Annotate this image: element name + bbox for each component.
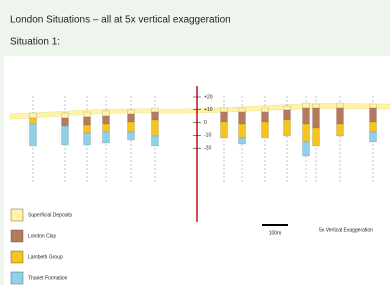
borehole-segment bbox=[284, 120, 291, 136]
subtitle: Situation 1: bbox=[10, 37, 60, 48]
borehole-segment bbox=[152, 108, 159, 112]
borehole-segment bbox=[152, 136, 159, 146]
elevation-label: 0 bbox=[204, 120, 207, 126]
borehole-segment bbox=[370, 132, 377, 142]
borehole-segment bbox=[303, 108, 310, 124]
borehole-segment bbox=[103, 116, 110, 124]
legend-swatch bbox=[11, 209, 23, 221]
borehole-segment bbox=[103, 132, 110, 143]
scale-label: 100m bbox=[269, 230, 282, 236]
borehole-segment bbox=[284, 106, 291, 110]
borehole-segment bbox=[128, 122, 135, 132]
legend-swatch bbox=[11, 251, 23, 263]
elevation-label: -10 bbox=[204, 133, 211, 139]
borehole-segment bbox=[370, 122, 377, 132]
borehole-segment bbox=[262, 122, 269, 138]
borehole-segment bbox=[221, 112, 228, 122]
borehole-segment bbox=[103, 111, 110, 116]
borehole-segment bbox=[103, 124, 110, 132]
borehole-segment bbox=[152, 120, 159, 136]
borehole-segment bbox=[84, 117, 91, 125]
legend-label: Lambeth Group bbox=[28, 254, 63, 260]
borehole-segment bbox=[303, 103, 310, 108]
borehole-segment bbox=[239, 124, 246, 138]
borehole-segment bbox=[370, 108, 377, 122]
legend-swatch bbox=[11, 272, 23, 284]
elevation-label: +20 bbox=[204, 94, 213, 100]
legend-swatch bbox=[11, 230, 23, 242]
elevation-label: +10 bbox=[204, 107, 213, 113]
borehole-segment bbox=[239, 138, 246, 144]
borehole-segment bbox=[221, 108, 228, 112]
borehole-segment bbox=[84, 133, 91, 145]
borehole-segment bbox=[262, 108, 269, 112]
borehole-segment bbox=[239, 108, 246, 112]
borehole-segment bbox=[337, 124, 344, 136]
borehole-segment bbox=[221, 122, 228, 138]
borehole-segment bbox=[62, 126, 69, 145]
borehole-segment bbox=[313, 128, 320, 146]
borehole-segment bbox=[128, 114, 135, 122]
borehole-segment bbox=[128, 132, 135, 140]
borehole-segment bbox=[152, 112, 159, 120]
borehole-segment bbox=[239, 112, 246, 124]
borehole-segment bbox=[370, 104, 377, 108]
borehole-segment bbox=[313, 108, 320, 128]
legend-label: Superficial Deposits bbox=[28, 212, 73, 218]
borehole-segment bbox=[303, 124, 310, 142]
borehole-segment bbox=[62, 113, 69, 118]
borehole-segment bbox=[30, 113, 37, 118]
page: {"header": {"title": "London Situations … bbox=[0, 0, 390, 285]
borehole-segment bbox=[262, 112, 269, 122]
legend-label: London Clay bbox=[28, 233, 57, 239]
borehole-segment bbox=[30, 124, 37, 146]
borehole-segment bbox=[284, 110, 291, 120]
borehole-segment bbox=[128, 110, 135, 114]
borehole-segment bbox=[337, 108, 344, 124]
borehole-segment bbox=[30, 118, 37, 124]
borehole-segment bbox=[313, 104, 320, 108]
borehole-segment bbox=[303, 142, 310, 156]
title: London Situations – all at 5x vertical e… bbox=[10, 15, 231, 26]
elevation-label: -20 bbox=[204, 146, 211, 152]
borehole-segment bbox=[337, 103, 344, 108]
borehole-segment bbox=[84, 112, 91, 117]
exaggeration-note: 5x Vertical Exaggeration bbox=[319, 227, 373, 233]
legend-label: Thanet Formation bbox=[28, 275, 68, 281]
borehole-segment bbox=[62, 118, 69, 126]
borehole-segment bbox=[84, 125, 91, 133]
diagram: London Situations – all at 5x vertical e… bbox=[0, 0, 390, 285]
